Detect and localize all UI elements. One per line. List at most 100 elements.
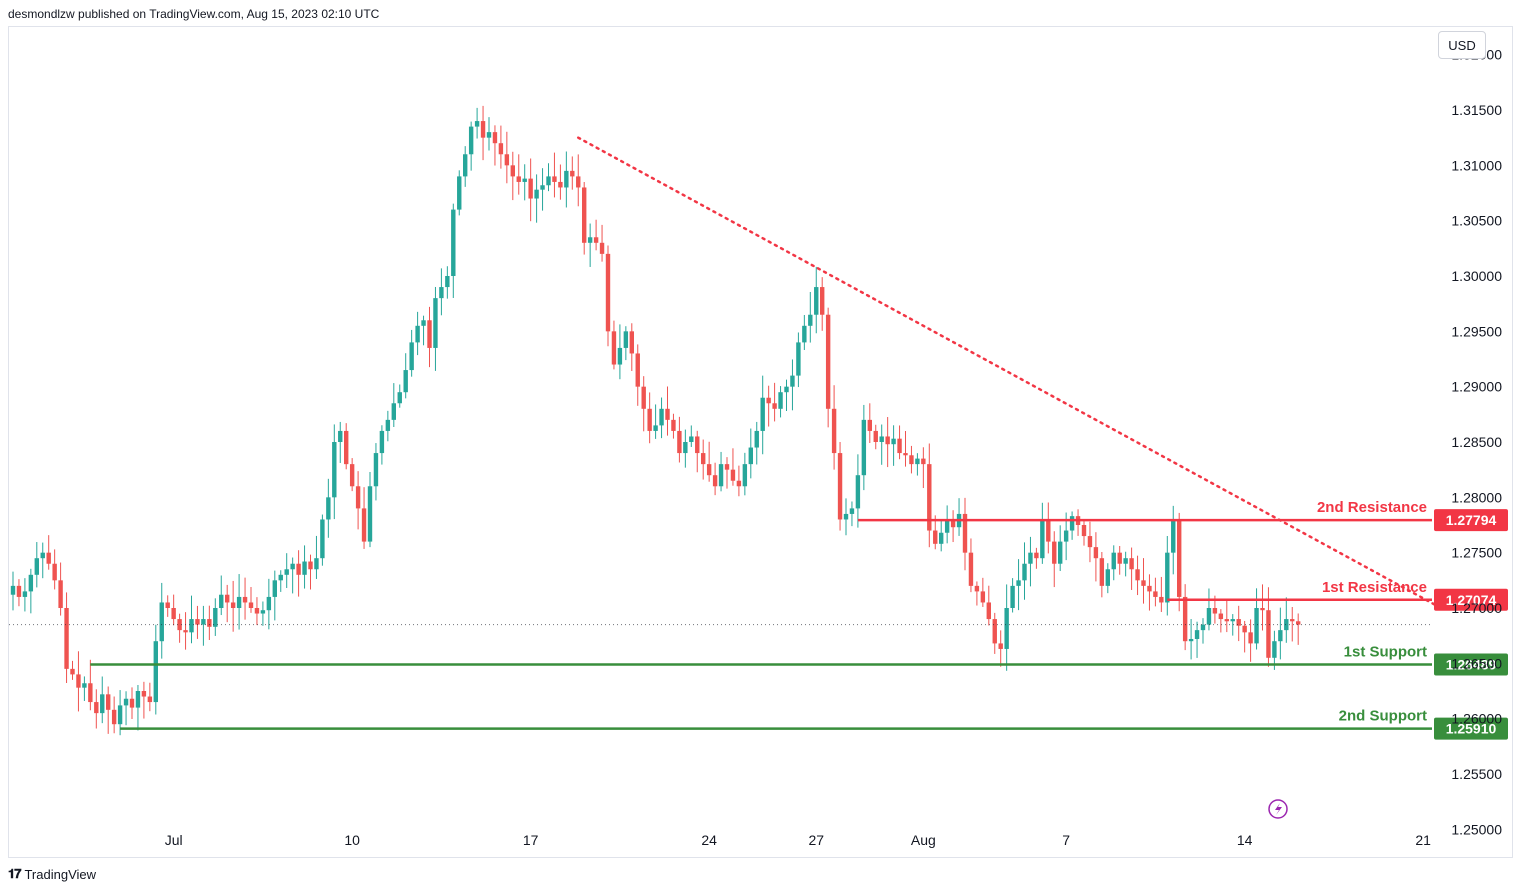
candle-body — [22, 591, 28, 597]
brand-footer[interactable]: 𝟏𝟕 TradingView — [8, 866, 96, 882]
candle-body — [522, 178, 527, 182]
y-tick-label: 1.25500 — [1451, 766, 1502, 782]
candle-body — [712, 475, 718, 487]
candle-body — [802, 325, 807, 343]
candle-body — [82, 683, 87, 688]
lightning-icon[interactable] — [1268, 799, 1288, 819]
candle-body — [457, 176, 462, 210]
candle-body — [427, 320, 432, 348]
candle-body — [718, 464, 724, 487]
candle-body — [897, 438, 902, 454]
candle-body — [653, 425, 658, 431]
candle-body — [891, 438, 896, 445]
candle-body — [1278, 630, 1283, 642]
candle-body — [778, 392, 783, 409]
candle-body — [564, 170, 569, 188]
candle-body — [1218, 613, 1224, 620]
candle-body — [397, 392, 402, 404]
candle-body — [70, 668, 75, 675]
candle-body — [1046, 519, 1051, 542]
candle-body — [516, 176, 521, 182]
candle-body — [1034, 552, 1039, 559]
candle-body — [1272, 641, 1277, 658]
candle-body — [1022, 563, 1027, 581]
candle-body — [1266, 610, 1271, 658]
candle-body — [986, 602, 991, 620]
candle-body — [617, 347, 623, 365]
candle-body — [236, 596, 242, 608]
level-label: 2nd Resistance — [1317, 499, 1427, 516]
candle-body — [927, 464, 932, 531]
level-price-tag-label: 1.25910 — [1446, 721, 1497, 737]
candle-body — [772, 403, 777, 409]
candle-body — [1182, 596, 1188, 642]
candle-body — [599, 242, 605, 254]
candle-body — [34, 558, 39, 575]
candle-body — [498, 143, 504, 155]
y-tick-label: 1.29500 — [1451, 323, 1502, 339]
x-tick-label: 24 — [701, 832, 717, 848]
candle-body — [159, 602, 164, 642]
candle-body — [665, 408, 670, 420]
candle-body — [843, 513, 849, 520]
currency-button[interactable]: USD — [1438, 31, 1486, 59]
candle-body — [326, 497, 331, 520]
candle-body — [760, 397, 765, 431]
y-tick-label: 1.28000 — [1451, 489, 1502, 505]
candle-body — [123, 698, 129, 706]
candle-body — [671, 419, 676, 431]
candle-body — [1010, 585, 1015, 608]
candle-body — [266, 596, 272, 611]
candle-body — [403, 370, 408, 393]
candle-body — [165, 602, 170, 608]
candle-body — [1063, 530, 1069, 542]
candle-body — [873, 430, 878, 442]
candle-body — [1254, 608, 1259, 644]
x-tick-label: 14 — [1237, 832, 1253, 848]
candle-body — [153, 641, 158, 703]
candle-body — [730, 469, 736, 481]
candle-body — [355, 486, 361, 509]
candle-body — [980, 591, 986, 603]
candle-body — [10, 585, 16, 595]
trendline-layer — [577, 136, 1443, 610]
candle-body — [742, 464, 748, 487]
candle-body — [570, 170, 575, 177]
candle-body — [992, 619, 997, 644]
candle-body — [117, 705, 123, 725]
candle-body — [40, 552, 45, 559]
candle-body — [278, 574, 283, 581]
x-tick-label: 27 — [808, 832, 824, 848]
candle-body — [439, 287, 444, 299]
candle-body — [504, 154, 510, 166]
candle-body — [308, 561, 313, 570]
brand-label: TradingView — [24, 866, 97, 882]
candle-body — [1040, 519, 1045, 559]
candle-body — [88, 683, 93, 703]
candle-body — [64, 608, 69, 669]
candle-body — [552, 176, 557, 182]
candle-body — [1212, 608, 1218, 614]
candle-body — [534, 189, 539, 199]
candle-body — [855, 475, 861, 509]
level-label: 1st Resistance — [1322, 579, 1427, 596]
candle-body — [171, 608, 176, 620]
candle-body — [1058, 541, 1063, 564]
candle-body — [129, 698, 135, 708]
candle-body — [1200, 624, 1206, 631]
candle-body — [183, 630, 188, 633]
candle-body — [831, 408, 837, 454]
candle-body — [825, 314, 831, 409]
candle-body — [338, 430, 343, 442]
candle-body — [677, 430, 682, 454]
candle-body — [272, 580, 277, 597]
candle-body — [576, 176, 581, 188]
candle-body — [254, 608, 260, 614]
price-axis[interactable]: 1.25000 1.25500 1.26000 1.26500 1.27000 1.275… — [1451, 47, 1502, 838]
candle-body — [1087, 536, 1093, 548]
candle-body — [921, 458, 926, 465]
candle-body — [242, 596, 248, 603]
candle-body — [1290, 619, 1295, 622]
time-axis[interactable]: Jul 10 17 24 27 Aug 7 14 21 — [165, 832, 1431, 848]
